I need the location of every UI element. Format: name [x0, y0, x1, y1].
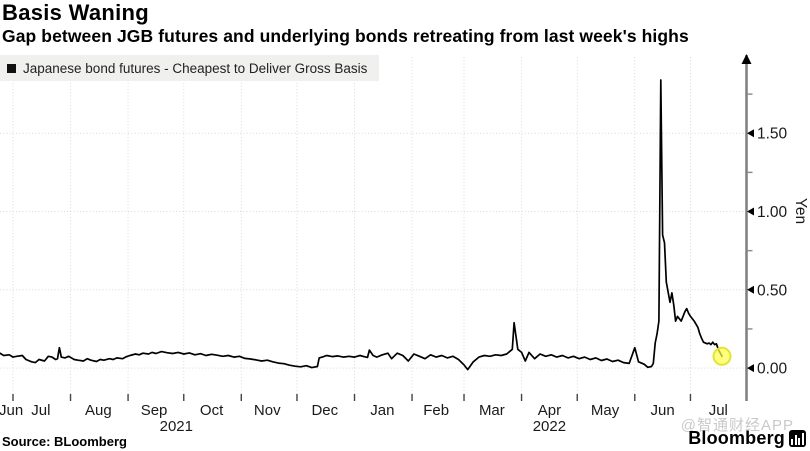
x-axis-label: Apr: [538, 402, 561, 419]
x-axis-label: Jan: [370, 402, 394, 419]
gridlines: [0, 57, 746, 394]
x-axis-label: Nov: [254, 402, 281, 419]
x-axis-year-label: 2021: [160, 418, 193, 435]
end-point-marker: [712, 346, 732, 366]
x-axis-label: Jul: [31, 402, 50, 419]
page-subtitle: Gap between JGB futures and underlying b…: [2, 26, 689, 46]
x-axis-label: Jul: [709, 402, 728, 419]
watermark: @智通财经APP: [680, 417, 794, 434]
x-axis: Jun Jul Aug Sep Oct Nov Dec Jan Feb Mar Apr May Jun J…: [0, 394, 728, 435]
source-note: Source: BLoomberg: [2, 434, 127, 449]
x-axis-label: Dec: [311, 402, 338, 419]
legend-label: Japanese bond futures - Cheapest to Deli…: [23, 60, 368, 76]
svg-text:1.00: 1.00: [757, 204, 788, 221]
legend-marker-icon: [7, 63, 16, 73]
x-axis-label: May: [591, 402, 620, 419]
series: [0, 79, 732, 371]
x-axis-label: Jun: [651, 402, 675, 419]
svg-text:0.50: 0.50: [757, 282, 788, 299]
x-axis-label: Oct: [200, 402, 224, 419]
x-axis-label: Jun: [0, 402, 23, 419]
y-axis: 0.00 0.50 1.00 1.50: [741, 54, 788, 401]
x-axis-label: Mar: [479, 402, 505, 419]
bloomberg-logo-text: Bloomberg: [688, 428, 785, 448]
series-line: [0, 79, 723, 371]
svg-text:1.50: 1.50: [757, 126, 788, 143]
page-title: Basis Waning: [2, 0, 150, 25]
x-axis-label: Sep: [141, 402, 168, 419]
svg-text:0.00: 0.00: [757, 361, 788, 378]
x-axis-year-label: 2022: [533, 418, 566, 435]
y-axis-title: Yen: [792, 197, 809, 225]
x-axis-label: Feb: [423, 402, 449, 419]
bloomberg-terminal-icon: [789, 430, 806, 447]
legend: Japanese bond futures - Cheapest to Deli…: [0, 55, 380, 81]
x-axis-label: Aug: [85, 402, 112, 419]
bloomberg-logo: Bloomberg: [688, 428, 806, 449]
